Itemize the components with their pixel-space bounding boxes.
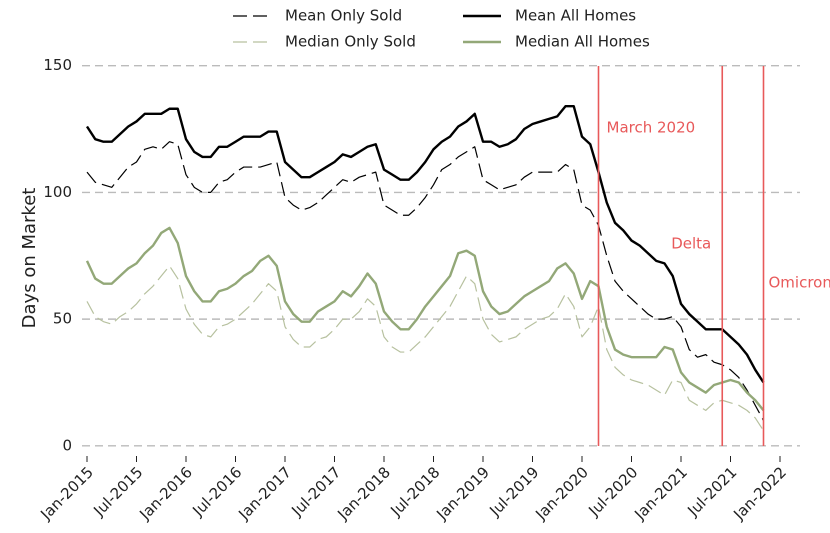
legend-label: Mean Only Sold: [285, 7, 402, 25]
x-tick-label: Jan-2015: [36, 463, 97, 524]
event-label: Omicron: [769, 274, 830, 292]
series-line: [85, 226, 765, 412]
legend-label: Mean All Homes: [515, 7, 636, 25]
series-line: [86, 141, 765, 421]
series-line: [85, 105, 765, 384]
x-tick-label: Jan-2020: [531, 463, 592, 524]
event-label: Delta: [671, 235, 711, 253]
x-tick-label: Jan-2017: [234, 463, 295, 524]
y-tick-label: 100: [43, 183, 72, 201]
x-tick-label: Jan-2019: [432, 463, 493, 524]
y-tick-label: 150: [43, 56, 72, 74]
y-axis-label: Days on Market: [19, 188, 40, 329]
y-tick-label: 0: [62, 436, 72, 454]
x-tick-label: Jan-2021: [630, 463, 691, 524]
y-tick-label: 50: [53, 310, 72, 328]
legend-label: Median Only Sold: [285, 33, 416, 51]
legend-label: Median All Homes: [515, 33, 650, 51]
x-tick-label: Jan-2018: [333, 463, 394, 524]
series-line: [86, 265, 765, 431]
x-tick-label: Jan-2022: [729, 463, 790, 524]
event-label: March 2020: [607, 119, 696, 137]
x-tick-label: Jan-2016: [135, 463, 196, 524]
